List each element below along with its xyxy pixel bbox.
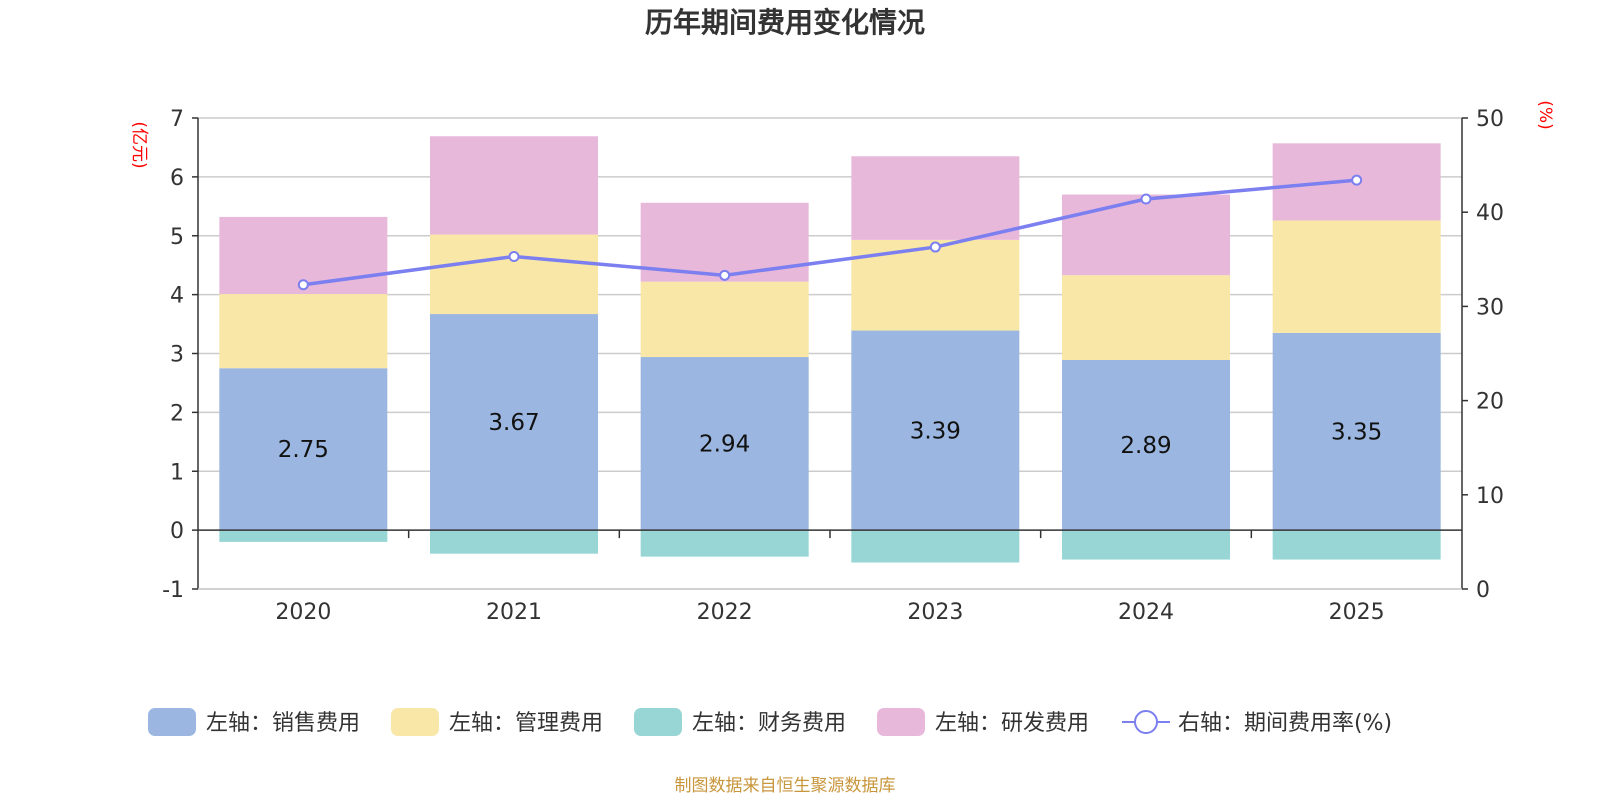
left-tick-label: 7 xyxy=(170,107,184,132)
data-label: 2.75 xyxy=(278,437,329,463)
rate-line-path xyxy=(303,178,1357,287)
legend-swatch xyxy=(148,708,196,736)
bar-2020-s1 xyxy=(219,294,388,369)
bar-2023-s2 xyxy=(851,530,1020,563)
bar-2020-s2 xyxy=(219,530,388,542)
data-label: 2.89 xyxy=(1120,433,1171,459)
bar-2024-s0 xyxy=(1062,359,1230,531)
rate-line xyxy=(297,174,1363,291)
rate-point xyxy=(719,269,731,281)
bar-2021-s1 xyxy=(430,234,598,315)
right-tick-label: 40 xyxy=(1476,201,1504,226)
left-axis-unit: (亿元) xyxy=(129,121,149,168)
right-axis-unit: (%) xyxy=(1535,100,1555,129)
data-label: 3.39 xyxy=(910,418,961,444)
bar-2021-s3 xyxy=(430,136,598,235)
bar-2024-s2 xyxy=(1062,530,1230,560)
grid-lines xyxy=(198,117,1462,590)
legend-label: 左轴：管理费用 xyxy=(449,711,603,736)
axes: -1 0 1 2 3 4 5 6 7 0 10 20 30 40 50 2020 2021 2022 2023 202… xyxy=(162,107,1504,625)
left-tick-label: 3 xyxy=(170,343,184,368)
right-tick-label: 0 xyxy=(1476,578,1490,603)
legend-label: 左轴：销售费用 xyxy=(206,711,360,736)
data-label: 3.67 xyxy=(488,410,539,436)
bar-2022-s1 xyxy=(640,281,809,358)
left-tick-label: 2 xyxy=(170,401,184,426)
legend-label: 右轴：期间费用率(%) xyxy=(1178,711,1392,736)
bar-2025-s0 xyxy=(1272,332,1441,531)
bars xyxy=(219,136,1441,563)
rate-point xyxy=(929,241,941,253)
data-label: 2.94 xyxy=(699,432,750,458)
x-tick-label: 2023 xyxy=(907,600,963,625)
bar-2024-s3 xyxy=(1062,194,1230,276)
legend-label: 左轴：研发费用 xyxy=(935,711,1089,736)
x-tick-label: 2025 xyxy=(1329,600,1385,625)
source-note: 制图数据来自恒生聚源数据库 xyxy=(675,776,896,796)
bar-2022-s2 xyxy=(640,530,809,557)
x-tick-label: 2022 xyxy=(697,600,753,625)
right-tick-label: 20 xyxy=(1476,390,1504,415)
left-tick-label: 4 xyxy=(170,284,184,309)
left-tick-label: -1 xyxy=(162,578,184,603)
bar-2024-s1 xyxy=(1062,275,1230,360)
x-tick-label: 2024 xyxy=(1118,600,1174,625)
rate-point xyxy=(297,279,309,291)
legend-label: 左轴：财务费用 xyxy=(692,711,846,736)
bar-2025-s2 xyxy=(1272,530,1441,560)
bar-2023-s0 xyxy=(851,330,1020,531)
left-tick-label: 5 xyxy=(170,225,184,250)
bar-2022-s0 xyxy=(640,357,809,531)
left-tick-label: 6 xyxy=(170,166,184,191)
rate-point xyxy=(1140,193,1152,205)
bar-2025-s1 xyxy=(1272,220,1441,333)
data-labels: 2.75 3.67 2.94 3.39 2.89 3.35 xyxy=(278,410,1383,463)
x-tick-label: 2020 xyxy=(275,600,331,625)
rate-point xyxy=(1351,174,1363,186)
bar-2020-s0 xyxy=(219,368,388,531)
legend-swatch xyxy=(877,708,925,736)
right-tick-label: 50 xyxy=(1476,107,1504,132)
legend-swatch xyxy=(634,708,682,736)
legend: 左轴：销售费用 左轴：管理费用 左轴：财务费用 左轴：研发费用 右轴：期间费用率(%) xyxy=(148,708,1392,736)
left-tick-label: 1 xyxy=(170,460,184,485)
x-tick-label: 2021 xyxy=(486,600,542,625)
bar-2021-s2 xyxy=(430,530,598,554)
bar-2021-s0 xyxy=(430,314,598,531)
right-tick-label: 30 xyxy=(1476,295,1504,320)
data-label: 3.35 xyxy=(1331,420,1382,446)
legend-marker xyxy=(1134,710,1158,734)
right-tick-label: 10 xyxy=(1476,484,1504,509)
bar-2023-s3 xyxy=(851,156,1020,240)
chart-title: 历年期间费用变化情况 xyxy=(645,6,925,39)
left-tick-label: 0 xyxy=(170,519,184,544)
legend-swatch xyxy=(391,708,439,736)
rate-point xyxy=(508,250,520,262)
